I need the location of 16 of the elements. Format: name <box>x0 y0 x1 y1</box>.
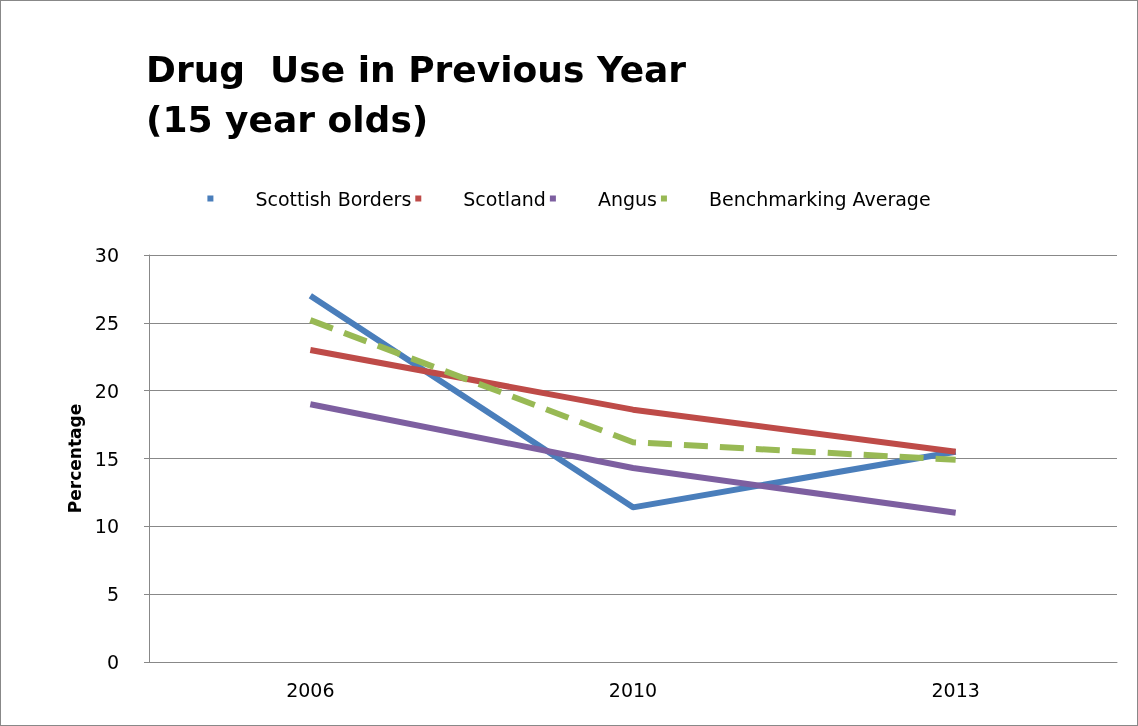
y-tick-label: 5 <box>106 583 119 606</box>
chart-title: Drug Use in Previous Year (15 year olds) <box>146 48 687 140</box>
y-tick-label: 30 <box>94 244 119 266</box>
x-tick-label: 2006 <box>286 678 335 701</box>
legend-label: Scotland <box>463 187 546 210</box>
legend-label: Scottish Borders <box>255 187 412 210</box>
y-tick-label: 10 <box>94 515 119 538</box>
y-tick-label: 20 <box>94 379 119 402</box>
y-tick-label: 15 <box>94 447 119 470</box>
y-tick-label: 0 <box>106 651 119 673</box>
x-tick-label: 2013 <box>931 678 980 701</box>
legend-label: Angus <box>597 187 657 210</box>
y-tick-label: 25 <box>94 311 119 334</box>
y-axis-title: Percentage <box>65 403 86 514</box>
legend-label: Benchmarking Average <box>708 187 931 210</box>
x-tick-label: 2010 <box>608 678 658 701</box>
